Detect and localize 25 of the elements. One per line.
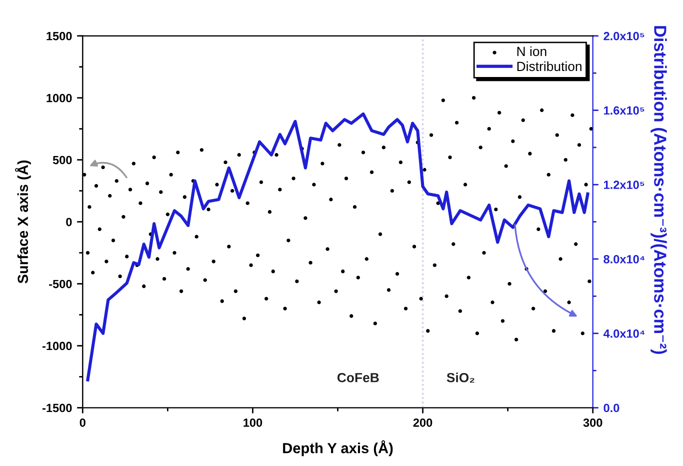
x-axis-title: Depth Y axis (Å) [283, 440, 393, 456]
y2-tick-label: 4.0x10⁴ [603, 329, 645, 338]
y2-tick-label: 0.0 [604, 404, 620, 412]
x-tick-label: 100 [244, 418, 262, 427]
y-tick-label: 500 [52, 156, 72, 164]
y-tick-label: 1500 [46, 32, 72, 40]
line-series [86, 112, 590, 382]
y-axis-title: Surface X axis (Å) [15, 160, 31, 284]
y2-tick-label: 1.2x10⁵ [604, 180, 644, 190]
y2-tick-label: 1.6x10⁵ [604, 106, 644, 115]
annotation: SiO₂ [446, 372, 474, 383]
y-tick-label: 0 [66, 218, 72, 226]
x-tick-label: 200 [413, 418, 432, 427]
y2-tick-label: 8.0x10⁴ [604, 255, 645, 264]
y-tick-label: 1000 [46, 94, 72, 102]
annotation: CoFeB [337, 372, 379, 382]
x-tick-label: 300 [583, 418, 602, 427]
legend-label: Distribution [517, 61, 582, 72]
y-tick-label: -1000 [42, 342, 72, 350]
y-tick-label: -1500 [42, 404, 72, 412]
y2-axis-title: Distribution (Atoms·cm⁻³)/(Atoms·cm⁻²) [650, 26, 667, 354]
x-tick-label: 0 [80, 418, 86, 427]
y2-tick-label: 2.0x10⁵ [604, 32, 644, 40]
y-tick-label: -500 [49, 280, 72, 288]
legend-label: N ion [517, 46, 546, 56]
